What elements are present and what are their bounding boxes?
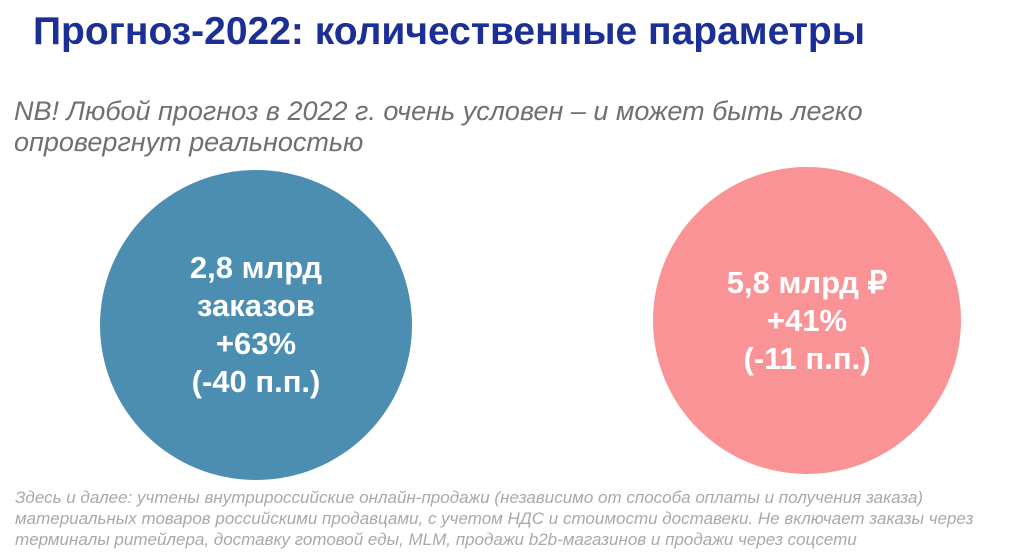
page-title: Прогноз-2022: количественные параметры [33,10,866,53]
footnote-line: Здесь и далее: учтены внутрироссийские о… [15,488,924,507]
subtitle-note: NB! Любой прогноз в 2022 г. очень услове… [14,96,863,158]
orders-value: 2,8 млрд [189,250,323,285]
footnote-line: материальных товаров российскими продавц… [15,509,974,528]
subtitle-line: опровергнут реальностью [14,127,364,157]
orders-growth: +63% [215,326,297,361]
orders-metric-bubble: 2,8 млрд заказов +63% (-40 п.п.) [100,170,412,480]
orders-unit-label: заказов [196,288,315,323]
revenue-metric-bubble: 5,8 млрд ₽ +41% (-11 п.п.) [653,167,961,474]
footnote: Здесь и далее: учтены внутрироссийские о… [15,487,974,550]
revenue-value: 5,8 млрд ₽ [726,264,888,300]
subtitle-line: NB! Любой прогноз в 2022 г. очень услове… [14,96,863,126]
orders-growth-change: (-40 п.п.) [191,364,321,399]
footnote-line: терминалы ритейлера, доставку готовой ед… [15,530,857,549]
revenue-growth-change: (-11 п.п.) [743,340,871,376]
revenue-growth: +41% [766,302,848,338]
